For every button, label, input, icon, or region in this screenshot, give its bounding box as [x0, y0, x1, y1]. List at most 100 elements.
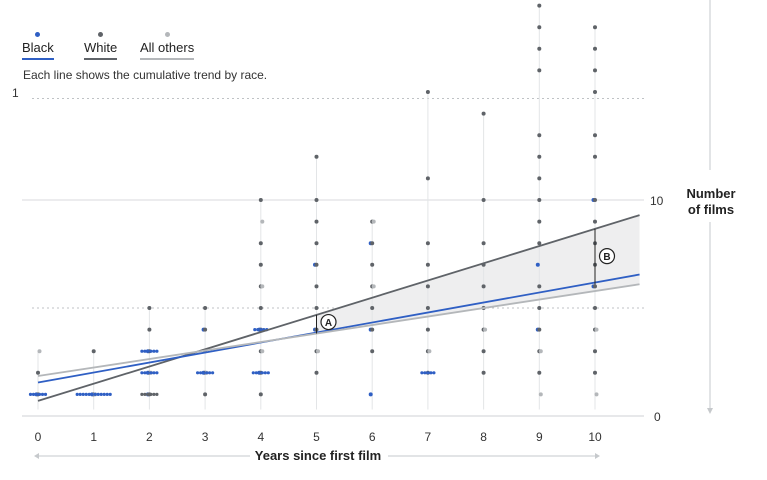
point-white: [425, 262, 430, 267]
point-cluster: [259, 328, 263, 332]
point-cluster: [152, 392, 156, 396]
point-cluster: [202, 371, 206, 375]
point-cluster: [256, 328, 260, 332]
point-cluster: [149, 349, 153, 353]
point-all-others: [594, 392, 599, 397]
point-white: [370, 306, 375, 310]
point-cluster: [140, 371, 144, 375]
point-cluster: [146, 371, 150, 375]
point-cluster: [149, 392, 153, 396]
legend-marker-all-others: [164, 32, 170, 37]
point-cluster: [432, 371, 436, 375]
annotation-a-circle: [320, 313, 337, 331]
point-cluster: [155, 349, 159, 353]
right-tick-0: 0: [654, 410, 661, 424]
point-all-others: [483, 327, 488, 332]
right-tick-10: 10: [650, 194, 664, 208]
x-tick-label: 9: [536, 430, 543, 444]
point-white: [147, 306, 152, 310]
point-white: [481, 198, 486, 202]
point-white: [314, 306, 319, 310]
point-white: [314, 154, 319, 159]
point-all-others: [260, 349, 265, 354]
trend-line-black: [37, 273, 640, 384]
point-white: [314, 198, 319, 202]
point-cluster: [87, 392, 91, 396]
point-black: [535, 262, 540, 267]
point-all-others: [538, 349, 543, 354]
point-white: [258, 262, 263, 267]
right-axis-label-line2: of films: [687, 202, 735, 217]
point-cluster: [143, 371, 147, 375]
point-all-others: [316, 349, 320, 354]
chart-note: Each line shows the cumulative trend by …: [23, 68, 268, 82]
legend-line-all-others: [140, 58, 195, 60]
point-white: [258, 306, 263, 310]
point-all-others: [371, 219, 376, 224]
point-cluster: [96, 392, 100, 396]
x-tick-label: 5: [313, 430, 320, 444]
point-cluster: [260, 371, 264, 375]
point-white: [593, 90, 597, 94]
point-cluster: [426, 371, 430, 375]
legend-label-white: White: [84, 40, 118, 55]
axes: 0 1 2 3 4 5 6 7 8 9 10 Years since first film 10 0 1: [12, 0, 713, 463]
point-white: [593, 370, 597, 375]
point-white: [314, 219, 319, 224]
point-cluster: [146, 392, 150, 396]
trend-lines: [37, 214, 640, 402]
point-white: [593, 25, 597, 30]
point-cluster: [84, 392, 88, 396]
point-cluster: [199, 371, 203, 375]
point-cluster: [155, 392, 159, 396]
point-all-others: [260, 284, 265, 289]
point-cluster: [78, 392, 82, 396]
point-all-others: [260, 219, 265, 224]
point-white: [593, 198, 597, 202]
point-white: [203, 306, 208, 310]
point-white: [593, 349, 597, 354]
point-cluster: [205, 371, 209, 375]
point-white: [314, 284, 319, 289]
point-black: [368, 392, 373, 397]
legend-marker-black: [35, 32, 41, 37]
point-white: [481, 284, 486, 289]
point-cluster: [257, 371, 261, 375]
point-white: [537, 3, 542, 8]
gap-band-area: [316, 215, 640, 334]
x-tick-label: 3: [202, 430, 209, 444]
point-cluster: [420, 371, 424, 375]
annotation-a-label: A: [325, 318, 332, 329]
point-white: [537, 25, 542, 30]
legend-item-all-others: All others: [140, 32, 195, 60]
x-tick-label: 0: [35, 430, 42, 444]
data-points: [28, 3, 599, 397]
legend-label-all-others: All others: [140, 40, 195, 55]
x-tick-label: 6: [369, 430, 376, 444]
point-cluster: [140, 349, 144, 353]
point-white: [370, 241, 375, 246]
x-axis-label: Years since first film: [255, 448, 381, 463]
point-white: [258, 392, 263, 397]
point-cluster: [75, 392, 79, 396]
point-all-others: [371, 284, 376, 289]
point-cluster: [105, 392, 109, 396]
x-tick-label: 1: [90, 430, 97, 444]
point-cluster: [253, 328, 257, 332]
point-white: [593, 46, 597, 51]
point-cluster: [140, 392, 144, 396]
point-white: [425, 327, 430, 332]
point-cluster: [149, 371, 153, 375]
point-white: [425, 176, 430, 181]
point-white: [425, 284, 430, 289]
point-white: [203, 327, 208, 332]
point-cluster: [155, 371, 159, 375]
point-cluster: [143, 349, 147, 353]
point-white: [314, 241, 319, 246]
point-cluster: [90, 392, 94, 396]
point-cluster: [423, 371, 427, 375]
x-tick-label: 2: [146, 430, 153, 444]
point-all-others: [538, 392, 543, 397]
point-white: [425, 90, 430, 94]
point-white: [537, 327, 542, 332]
